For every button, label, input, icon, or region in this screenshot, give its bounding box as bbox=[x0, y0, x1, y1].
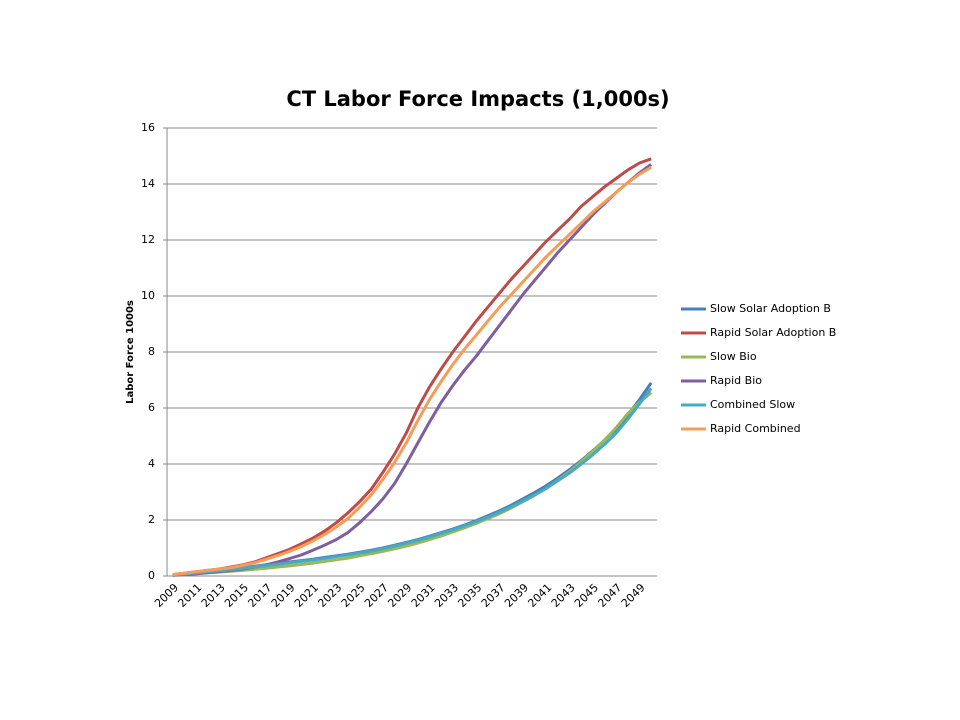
x-tick-label: 2025 bbox=[339, 581, 368, 610]
y-tick-label: 4 bbox=[148, 457, 155, 470]
x-tick-label: 2037 bbox=[479, 581, 508, 610]
x-tick-label: 2035 bbox=[455, 581, 484, 610]
x-tick-label: 2023 bbox=[315, 581, 344, 610]
x-tick-label: 2039 bbox=[502, 581, 531, 610]
x-tick-label: 2027 bbox=[362, 581, 391, 610]
x-tick-label: 2019 bbox=[269, 581, 298, 610]
x-tick-label: 2013 bbox=[199, 581, 228, 610]
x-tick-label: 2049 bbox=[619, 581, 648, 610]
y-tick-label: 10 bbox=[141, 289, 155, 302]
legend-label: Rapid Solar Adoption B bbox=[710, 326, 836, 339]
x-tick-label: 2031 bbox=[409, 581, 438, 610]
x-tick-label: 2021 bbox=[292, 581, 321, 610]
y-tick-label: 14 bbox=[141, 177, 155, 190]
chart-title: CT Labor Force Impacts (1,000s) bbox=[286, 87, 669, 111]
legend-label: Rapid Combined bbox=[710, 422, 801, 435]
y-tick-label: 2 bbox=[148, 513, 155, 526]
x-tick-label: 2011 bbox=[175, 581, 204, 610]
x-tick-label: 2033 bbox=[432, 581, 461, 610]
legend-label: Slow Solar Adoption B bbox=[710, 302, 831, 315]
x-tick-label: 2029 bbox=[385, 581, 414, 610]
series-line bbox=[172, 387, 653, 577]
series-line bbox=[172, 165, 652, 577]
x-tick-label: 2009 bbox=[152, 581, 181, 610]
x-tick-label: 2041 bbox=[525, 581, 554, 610]
y-tick-label: 16 bbox=[141, 121, 155, 134]
series-line bbox=[172, 157, 652, 577]
y-axis-label: Labor Force 1000s bbox=[125, 300, 136, 404]
legend-label: Rapid Bio bbox=[710, 374, 762, 387]
x-tick-label: 2015 bbox=[222, 581, 251, 610]
y-tick-label: 8 bbox=[148, 345, 155, 358]
x-tick-label: 2045 bbox=[572, 581, 601, 610]
y-tick-label: 12 bbox=[141, 233, 155, 246]
legend-label: Slow Bio bbox=[710, 350, 757, 363]
x-tick-label: 2017 bbox=[245, 581, 274, 610]
y-tick-label: 6 bbox=[148, 401, 155, 414]
legend-label: Combined Slow bbox=[710, 398, 795, 411]
x-tick-label: 2043 bbox=[549, 581, 578, 610]
x-tick-label: 2047 bbox=[595, 581, 624, 610]
y-tick-label: 0 bbox=[148, 569, 155, 582]
